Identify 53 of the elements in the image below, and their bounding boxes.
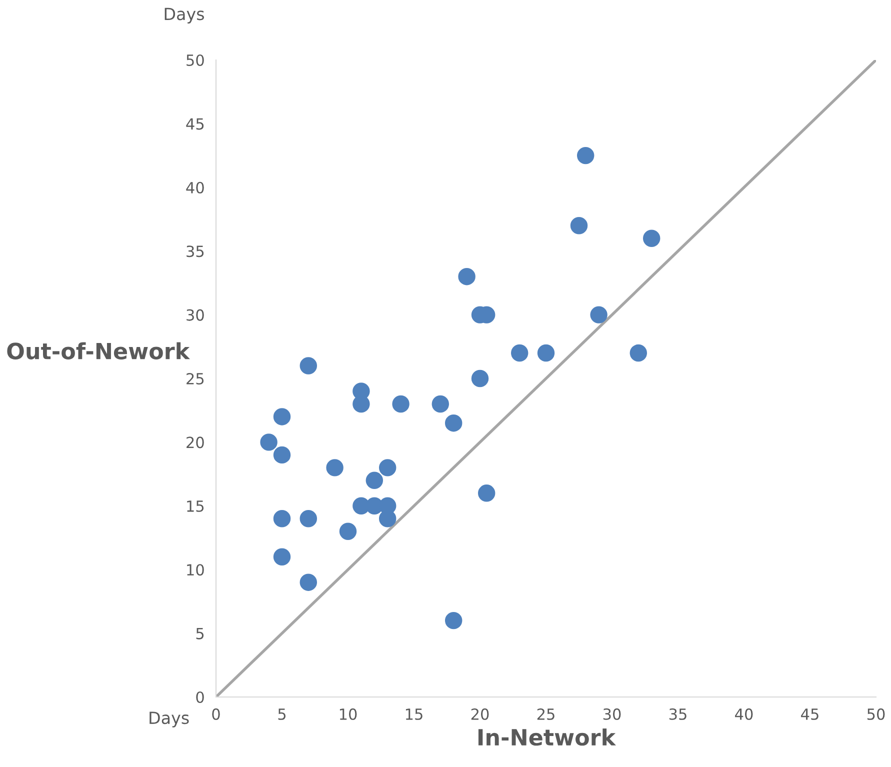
x-axis-title: In-Network [478, 728, 616, 746]
y-tick-label: 45 [186, 118, 204, 130]
point [378, 459, 396, 476]
point [300, 357, 318, 374]
x-tick-label: 45 [801, 708, 818, 720]
y-tick-label: 5 [196, 628, 204, 640]
y-tick-label: 15 [187, 500, 204, 512]
point [570, 217, 588, 234]
text: Days [164, 8, 204, 24]
y-tick-label: 50 [186, 54, 204, 66]
point [273, 446, 291, 464]
point [630, 344, 648, 362]
point [300, 510, 318, 528]
point [273, 548, 291, 566]
point [366, 472, 384, 490]
point [458, 268, 476, 286]
y-tick-label: 10 [187, 564, 204, 576]
y-tick-label: 25 [186, 372, 204, 385]
point [378, 510, 396, 528]
point [339, 522, 357, 540]
point [273, 408, 291, 426]
point [326, 459, 344, 476]
x-tick-label: 10 [340, 708, 357, 720]
point [273, 510, 291, 528]
x-tick-label: 40 [735, 708, 753, 720]
point [510, 344, 528, 362]
x-tick-label: 30 [603, 708, 621, 720]
x-tick-label: 0 [212, 708, 220, 720]
point [444, 612, 462, 630]
y-tick-label: 20 [186, 436, 204, 448]
y-tick-label: 0 [196, 691, 204, 704]
point [537, 344, 555, 362]
point [432, 395, 450, 413]
y-tick-label: 30 [186, 309, 204, 321]
x-tick-label: 5 [278, 708, 286, 720]
point [392, 395, 410, 413]
point [471, 370, 489, 388]
point [590, 306, 608, 324]
x-tick-label: 25 [537, 708, 554, 720]
x-tick-label: 35 [669, 708, 686, 720]
point [300, 574, 318, 591]
point [478, 484, 496, 502]
y-tick-label: 35 [186, 246, 204, 258]
point [444, 414, 462, 432]
x-tick-label: 20 [471, 708, 489, 720]
x-tick-label: 15 [406, 708, 422, 720]
x-tick-label: 50 [867, 708, 885, 720]
text: Days [150, 712, 189, 728]
point [576, 146, 594, 164]
y-axis-title: Out-of-Nework [7, 342, 190, 360]
y-tick-label: 40 [186, 182, 204, 194]
point [260, 434, 278, 451]
point [642, 230, 660, 247]
